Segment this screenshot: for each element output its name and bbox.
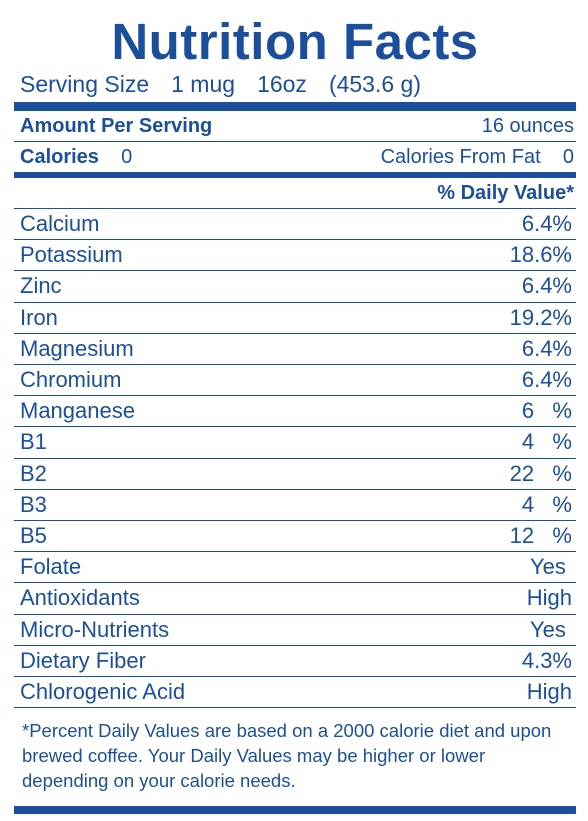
nutrient-name: Chlorogenic Acid [20,679,186,705]
nutrient-value: 4 % [521,429,572,455]
nutrient-row: Antioxidants High [14,583,576,615]
calories-value: 0 [121,146,133,168]
nutrient-row: Iron 19.2% [14,303,576,334]
nutrient-value: 18.6% [509,242,572,268]
nutrient-row: Calcium 6.4% [14,209,576,241]
nutrient-row: Folate Yes [14,552,576,584]
serving-size: Serving Size 1 mug 16oz (453.6 g) [14,70,576,98]
nutrient-row: Potassium 18.6% [14,240,576,272]
calories-label: Calories [20,146,99,168]
serving-label: Serving Size [20,71,150,97]
amount-row: Amount Per Serving 16 ounces [14,111,576,141]
nutrient-name: Dietary Fiber [20,647,146,673]
nutrient-row: Magnesium 6.4% [14,334,576,366]
bottom-bar [14,806,576,814]
divider [14,102,576,111]
fat-value: 0 [562,146,574,168]
nutrient-row: Chlorogenic Acid High [14,677,576,707]
divider [14,172,576,178]
divider [14,141,576,142]
nutrient-value: 6.4% [521,367,572,393]
nutrient-value: High [526,585,572,611]
nutrient-value: 12 % [509,523,572,549]
dv-header-row: % Daily Value* [14,178,576,208]
nutrient-name: Calcium [20,211,100,236]
amount-value: 16 ounces [481,115,574,137]
calories-row: Calories 0 Calories From Fat 0 [14,142,576,172]
nutrient-row: Chromium 6.4% [14,365,576,397]
nutrient-value: 4 % [521,491,572,517]
amount-label: Amount Per Serving [20,115,213,137]
footnote: *Percent Daily Values are based on a 200… [22,720,552,792]
nutrient-name: Micro-Nutrients [20,616,170,642]
nutrient-value: 19.2% [509,304,572,330]
nutrient-row: B2 22 % [14,459,576,490]
nutrient-value: High [526,679,572,705]
nutrient-name: Folate [20,554,82,580]
nutrient-name: Chromium [20,367,122,393]
nutrient-row: Dietary Fiber 4.3% [14,646,576,678]
nutrient-name: Iron [20,304,58,330]
dv-header: % Daily Value* [437,182,574,204]
nutrient-name: Zinc [20,273,62,299]
nutrient-name: B5 [20,523,47,549]
nutrient-value: 6.4% [521,211,572,236]
nutrient-value: 4.3% [521,647,572,673]
nutrient-row: Zinc 6.4% [14,271,576,303]
nutrient-value: Yes [529,554,572,580]
nutrient-name: Antioxidants [20,585,140,611]
serving-weight: (453.6 g) [328,71,421,97]
nutrient-name: B2 [20,460,47,486]
serving-volume: 16oz [257,71,307,97]
fat-label: Calories From Fat [380,146,541,168]
nutrient-name: Potassium [20,242,123,268]
nutrient-value: 6 % [521,398,572,424]
divider [14,208,576,209]
serving-unit: 1 mug [171,71,236,97]
title: Nutrition Facts [111,13,479,70]
nutrient-name: B1 [20,429,47,455]
nutrient-row: B5 12 % [14,521,576,553]
nutrient-row: Manganese 6 % [14,396,576,428]
divider [14,707,576,709]
nutrient-row: B1 4 % [14,427,576,459]
nutrient-value: 6.4% [521,273,572,299]
nutrient-name: B3 [20,491,47,517]
nutrient-value: Yes [529,616,572,642]
nutrient-name: Magnesium [20,335,134,361]
nutrient-name: Manganese [20,398,135,424]
nutrient-row: Micro-Nutrients Yes [14,615,576,646]
nutrient-list: Calcium 6.4% Potassium 18.6% Zinc 6.4% Iron 19.… [14,209,576,707]
nutrient-value: 22 % [509,460,572,486]
nutrient-value: 6.4% [521,335,572,361]
nutrient-row: B3 4 % [14,490,576,522]
